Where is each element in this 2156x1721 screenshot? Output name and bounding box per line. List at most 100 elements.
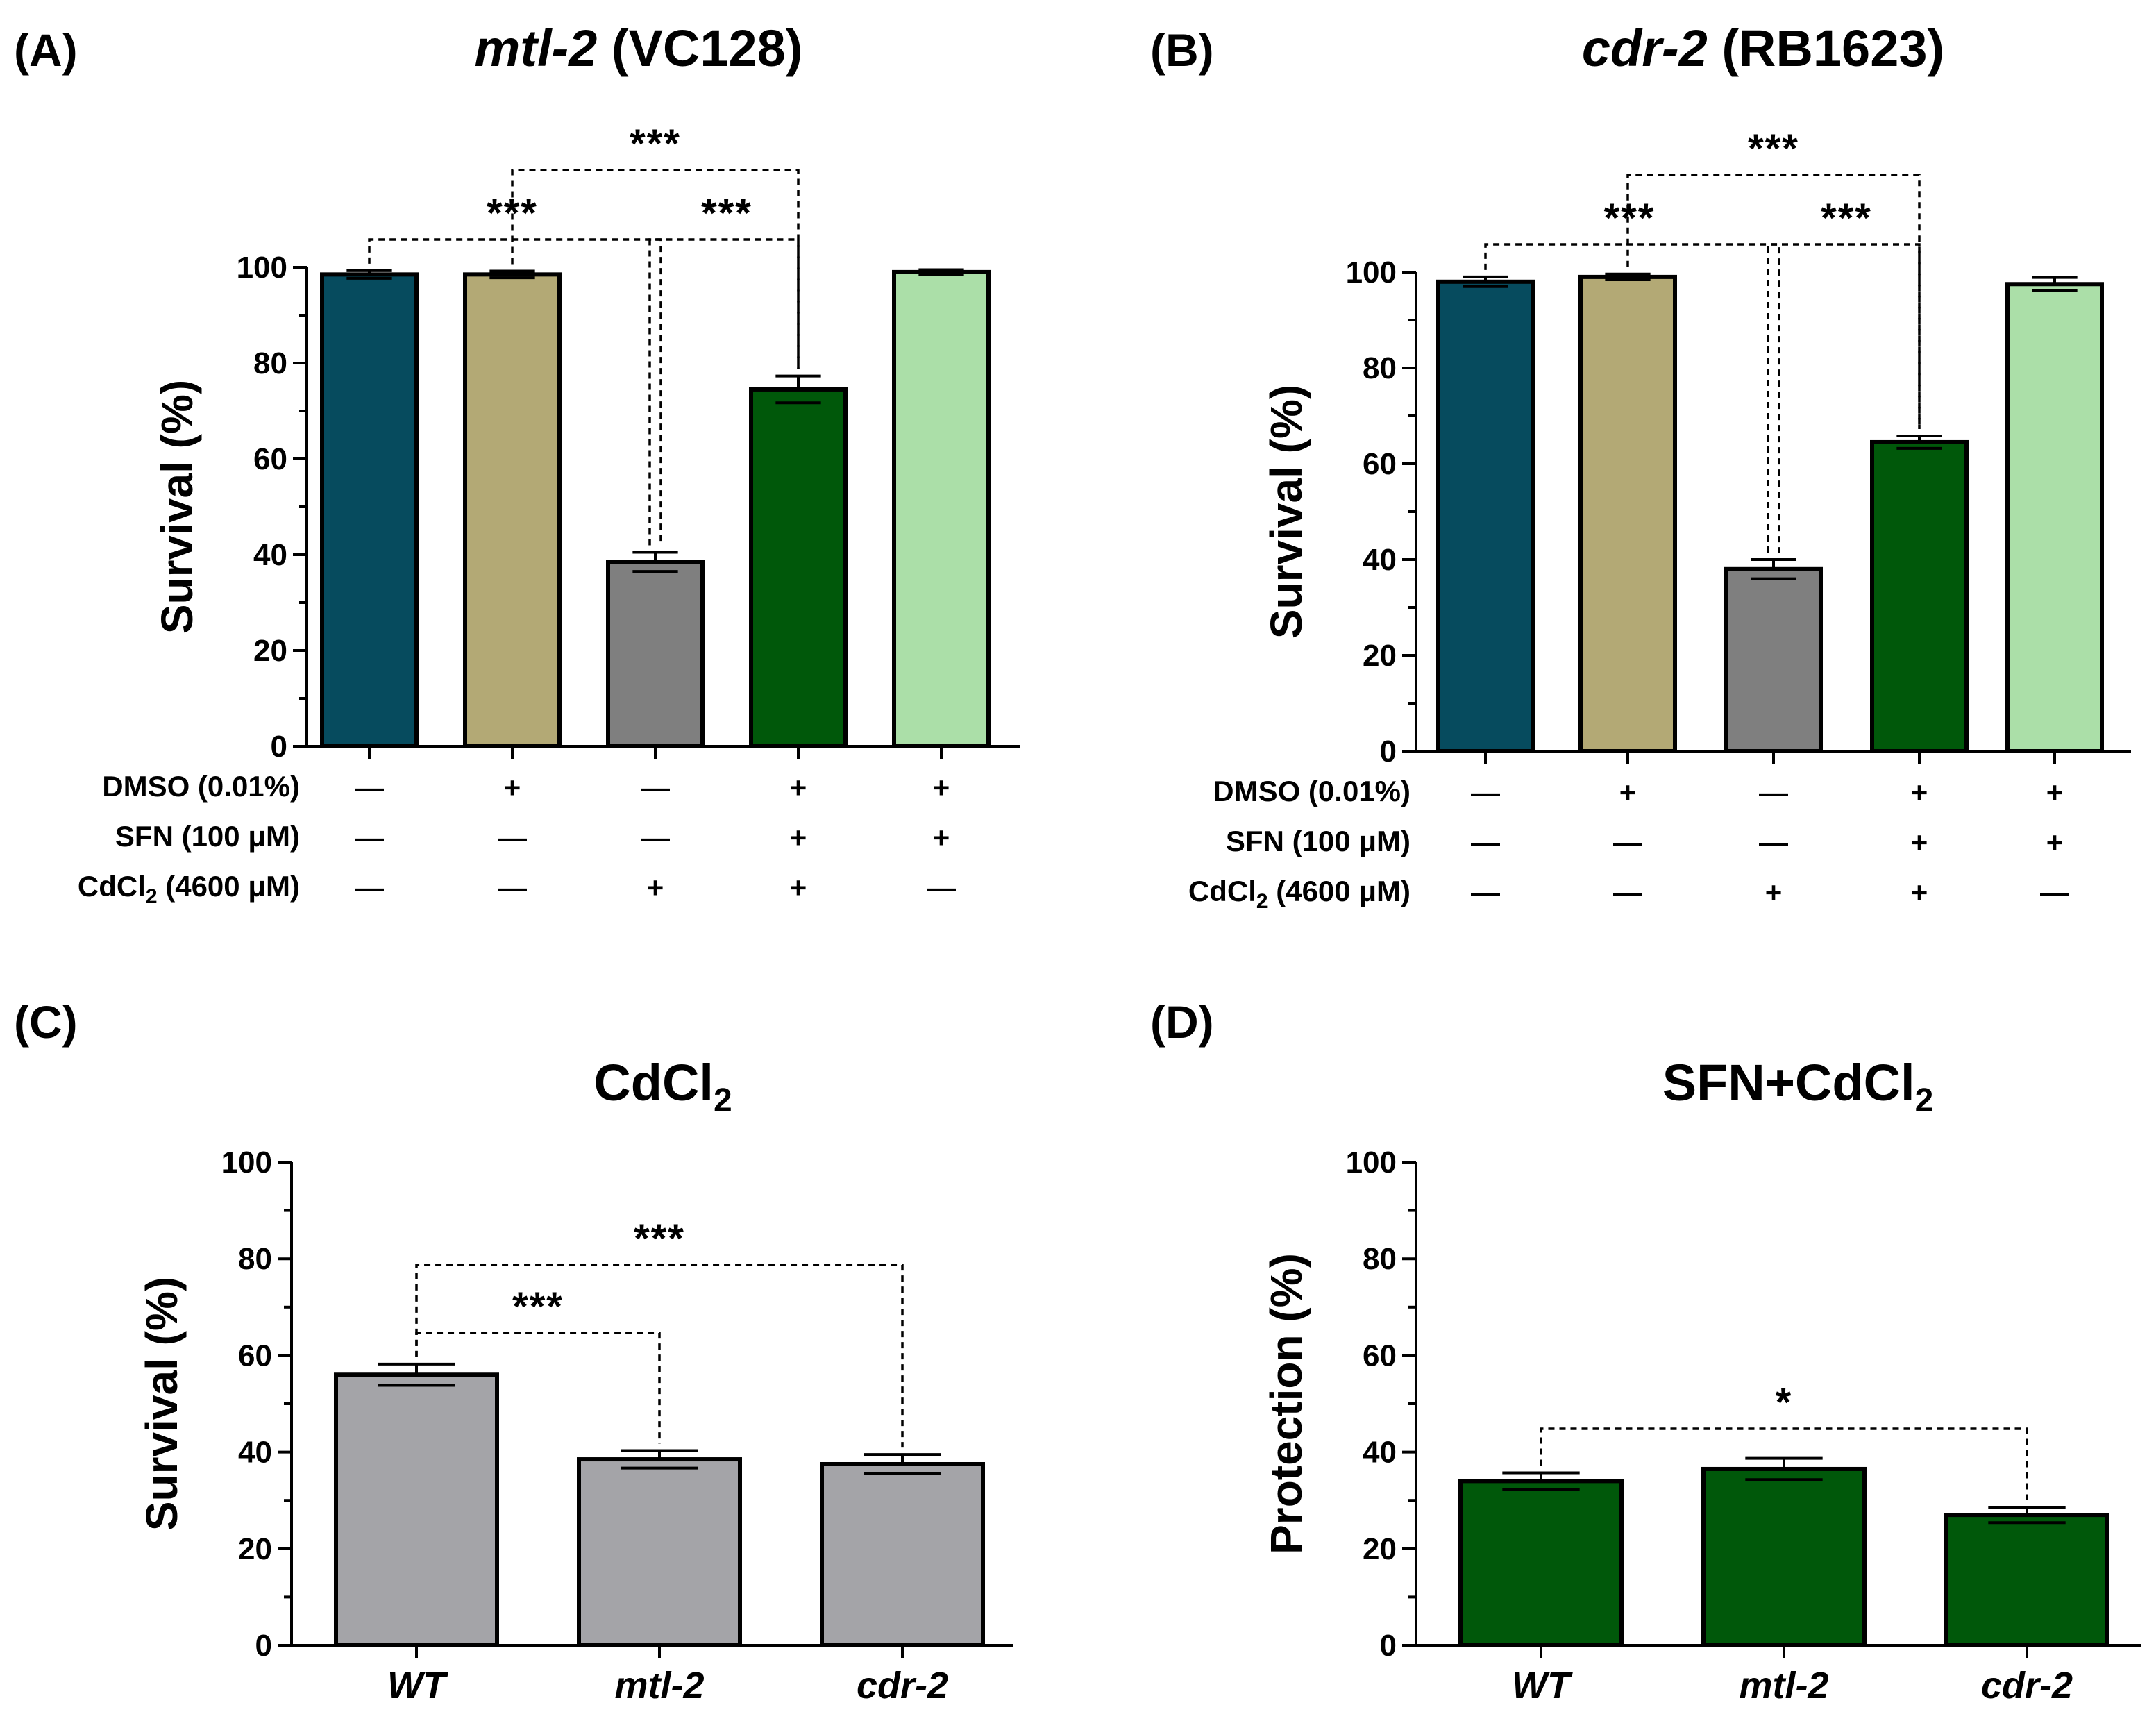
condition-row-label-text: SFN (100 μM): [115, 820, 300, 853]
bar: [2005, 282, 2104, 753]
y-tick-label: 60: [253, 442, 287, 476]
condition-sign: —: [355, 771, 384, 804]
condition-row-label: DMSO (0.01%): [102, 770, 300, 803]
significance-label: *: [1776, 1380, 1793, 1425]
significance-label: ***: [1604, 196, 1656, 241]
chart-title-main: SFN+CdCl: [1662, 1054, 1915, 1111]
x-category-label: cdr-2: [1981, 1665, 2073, 1706]
y-tick-label: 80: [253, 346, 287, 380]
condition-row-label-text: SFN (100 μM): [1226, 825, 1410, 857]
y-tick-label: 100: [237, 251, 287, 285]
chart-title-rest: (RB1623): [1708, 19, 1944, 77]
condition-row-label-text: (4600 μM): [1268, 875, 1410, 907]
bar: [1944, 1513, 2109, 1648]
condition-sign: +: [1765, 876, 1783, 909]
condition-row-label-subscript: 2: [1256, 890, 1268, 913]
bar: [320, 272, 419, 749]
y-tick-label: 20: [1363, 1532, 1397, 1566]
bar: [1870, 439, 1969, 753]
significance-label: ***: [1748, 126, 1799, 171]
chart-title-subscript: 2: [1915, 1082, 1934, 1119]
condition-sign: +: [790, 771, 807, 804]
condition-row-label: SFN (100 μM): [115, 820, 300, 853]
y-tick-label: 20: [1363, 639, 1397, 673]
panel-label: (D): [1150, 996, 1214, 1048]
significance-bracket: [1484, 243, 1780, 553]
chart-title: CdCl2: [593, 1054, 732, 1119]
condition-sign: —: [1613, 876, 1642, 909]
y-tick-label: 60: [1363, 447, 1397, 481]
condition-sign: —: [1759, 826, 1788, 859]
y-tick-label: 100: [1346, 1145, 1397, 1179]
condition-row-label-text: CdCl: [1188, 875, 1256, 907]
chart-title-main: CdCl: [593, 1054, 714, 1111]
chart-title: SFN+CdCl2: [1662, 1054, 1934, 1119]
y-tick-label: 40: [1363, 1436, 1397, 1470]
panel-label: (C): [14, 996, 78, 1048]
significance-label: ***: [701, 191, 752, 236]
significance-bracket: [1626, 174, 1921, 429]
y-tick-label: 40: [1363, 543, 1397, 577]
condition-sign: —: [2040, 876, 2069, 909]
significance-bracket: [511, 169, 800, 369]
condition-sign: +: [647, 871, 664, 904]
y-tick-label: 80: [1363, 351, 1397, 385]
bar: [1578, 274, 1677, 753]
y-tick-label: 100: [221, 1145, 272, 1179]
condition-sign: +: [790, 821, 807, 854]
chart-title-subscript: 2: [714, 1082, 732, 1119]
y-tick-label: 0: [1380, 734, 1397, 769]
y-tick-label: 100: [1346, 255, 1397, 289]
condition-row-label-text: DMSO (0.01%): [102, 770, 300, 803]
bar: [1458, 1479, 1624, 1648]
bar: [820, 1462, 985, 1647]
condition-sign: —: [641, 821, 670, 854]
condition-sign: +: [2046, 826, 2064, 859]
chart-title-rest: (VC128): [597, 19, 802, 77]
significance-bracket: [368, 238, 662, 546]
y-tick-label: 0: [271, 730, 287, 764]
condition-row-label-text: (4600 μM): [158, 870, 300, 903]
y-axis-label: Survival (%): [152, 380, 202, 634]
bar: [334, 1372, 499, 1647]
chart-panel-3: (C) CdCl2 Survival (%) 0 20 40 60 80 100 WT mtl-2 c…: [14, 996, 1013, 1706]
chart-title-italic: cdr-2: [1582, 19, 1708, 77]
condition-sign: +: [1911, 776, 1928, 809]
y-tick-label: 60: [238, 1338, 272, 1372]
significance-label: ***: [1821, 196, 1872, 241]
condition-sign: +: [1911, 826, 1928, 859]
panel-label: (A): [14, 24, 78, 76]
bar: [463, 272, 562, 749]
condition-sign: +: [2046, 776, 2064, 809]
condition-row-label-text: CdCl: [78, 870, 146, 903]
significance-bracket: [415, 1264, 904, 1448]
condition-sign: +: [1619, 776, 1637, 809]
y-axis-label: Survival (%): [1261, 385, 1311, 639]
condition-sign: +: [504, 771, 521, 804]
x-category-label: cdr-2: [857, 1665, 948, 1706]
chart-panel-1: (A) mtl-2 (VC128) Survival (%) 0 20 40 60 80 100…: [14, 19, 1020, 908]
significance-label: ***: [634, 1216, 685, 1261]
significance-label: ***: [512, 1284, 564, 1329]
condition-sign: —: [927, 871, 956, 904]
significance-label: ***: [630, 121, 681, 167]
bar: [1701, 1466, 1867, 1647]
chart-title: mtl-2 (VC128): [475, 19, 803, 77]
condition-row-label: DMSO (0.01%): [1213, 775, 1410, 807]
y-tick-label: 20: [253, 634, 287, 668]
y-tick-label: 0: [1380, 1629, 1397, 1663]
condition-row-label: CdCl2 (4600 μM): [78, 870, 300, 908]
condition-sign: +: [933, 821, 950, 854]
significance-bracket: [648, 238, 800, 546]
chart-title-italic: mtl-2: [475, 19, 598, 77]
condition-sign: —: [1613, 826, 1642, 859]
condition-sign: —: [641, 771, 670, 804]
condition-sign: —: [1759, 776, 1788, 809]
y-axis-label: Protection (%): [1261, 1253, 1311, 1554]
y-tick-label: 80: [1363, 1242, 1397, 1276]
bar: [749, 387, 848, 748]
condition-row-label-subscript: 2: [146, 885, 158, 908]
panel-label: (B): [1150, 24, 1214, 76]
condition-sign: —: [355, 871, 384, 904]
bar: [1436, 279, 1535, 753]
